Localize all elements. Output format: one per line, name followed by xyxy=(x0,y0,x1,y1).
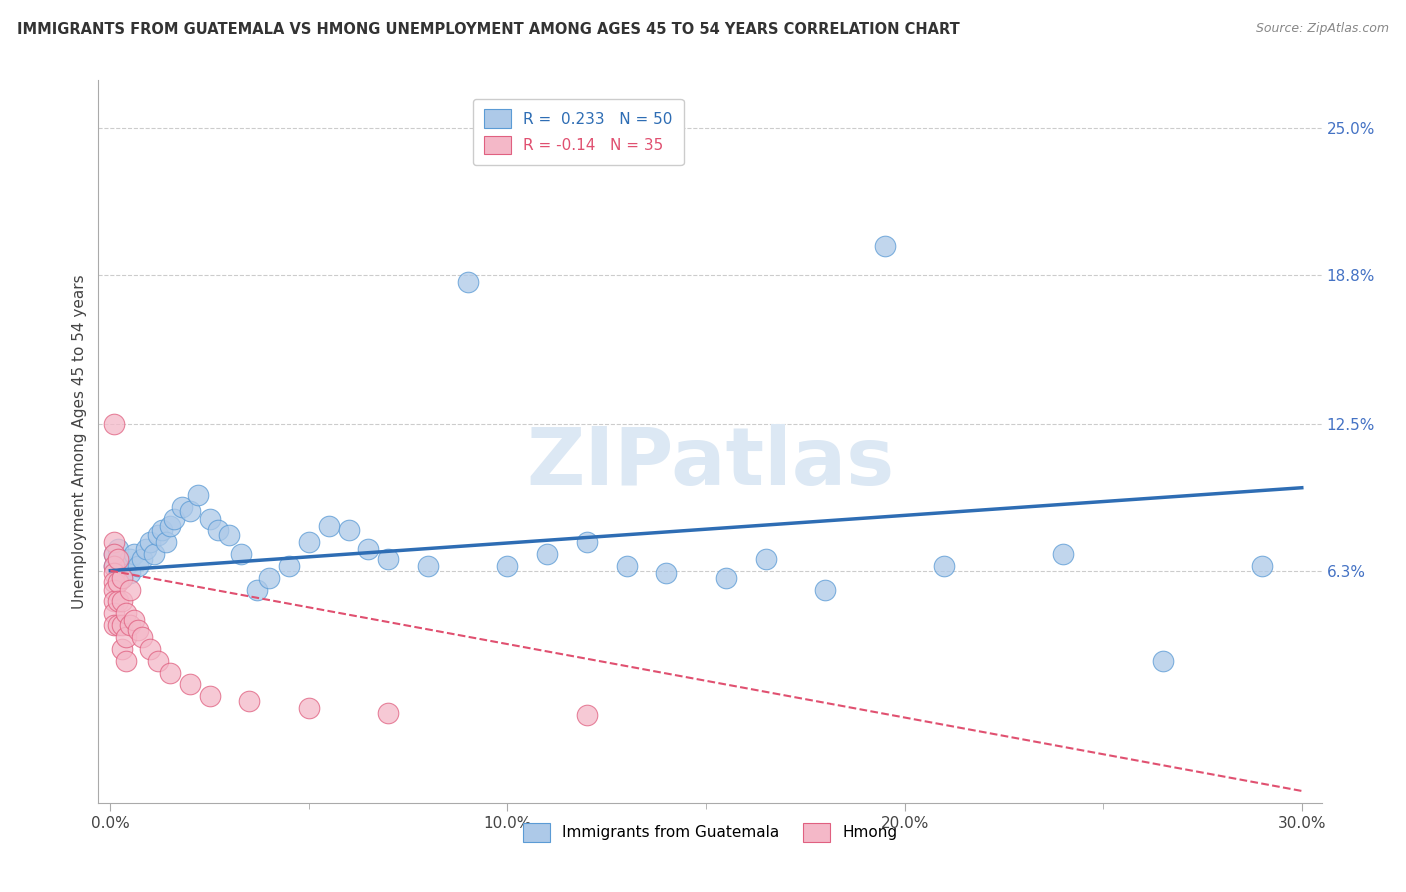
Point xyxy=(111,641,134,656)
Point xyxy=(127,558,149,573)
Point xyxy=(111,571,134,585)
Point xyxy=(107,618,129,632)
Point xyxy=(934,558,956,573)
Legend: Immigrants from Guatemala, Hmong: Immigrants from Guatemala, Hmong xyxy=(515,815,905,849)
Point xyxy=(107,542,129,557)
Point xyxy=(107,575,129,590)
Point xyxy=(111,571,134,585)
Point xyxy=(416,558,439,573)
Point xyxy=(103,417,125,431)
Point xyxy=(496,558,519,573)
Text: Source: ZipAtlas.com: Source: ZipAtlas.com xyxy=(1256,22,1389,36)
Point xyxy=(278,558,301,573)
Point xyxy=(146,654,169,668)
Point xyxy=(122,547,145,561)
Point xyxy=(714,571,737,585)
Point xyxy=(246,582,269,597)
Point xyxy=(318,518,340,533)
Point xyxy=(298,701,321,715)
Point xyxy=(103,547,125,561)
Point xyxy=(179,504,201,518)
Point xyxy=(1251,558,1274,573)
Y-axis label: Unemployment Among Ages 45 to 54 years: Unemployment Among Ages 45 to 54 years xyxy=(72,274,87,609)
Point xyxy=(143,547,166,561)
Point xyxy=(120,582,142,597)
Point xyxy=(159,665,181,680)
Point xyxy=(120,566,142,580)
Point xyxy=(357,542,380,557)
Point xyxy=(131,551,153,566)
Point xyxy=(115,607,138,621)
Point xyxy=(139,641,162,656)
Point xyxy=(111,564,134,578)
Point xyxy=(377,706,399,720)
Point xyxy=(218,528,240,542)
Point xyxy=(103,575,125,590)
Point xyxy=(120,551,142,566)
Text: IMMIGRANTS FROM GUATEMALA VS HMONG UNEMPLOYMENT AMONG AGES 45 TO 54 YEARS CORREL: IMMIGRANTS FROM GUATEMALA VS HMONG UNEMP… xyxy=(17,22,960,37)
Point xyxy=(120,618,142,632)
Point xyxy=(131,630,153,644)
Point xyxy=(159,518,181,533)
Point xyxy=(457,275,479,289)
Point xyxy=(115,654,138,668)
Point xyxy=(337,524,360,538)
Point xyxy=(115,558,138,573)
Point xyxy=(103,594,125,608)
Point xyxy=(135,542,157,557)
Point xyxy=(198,689,221,703)
Point xyxy=(238,694,260,708)
Point xyxy=(111,618,134,632)
Point xyxy=(755,551,778,566)
Point xyxy=(107,594,129,608)
Point xyxy=(103,535,125,549)
Point xyxy=(150,524,173,538)
Point xyxy=(536,547,558,561)
Point xyxy=(298,535,321,549)
Point xyxy=(575,535,598,549)
Point xyxy=(1152,654,1174,668)
Point xyxy=(139,535,162,549)
Point xyxy=(103,582,125,597)
Point xyxy=(103,618,125,632)
Point xyxy=(127,623,149,637)
Point xyxy=(115,630,138,644)
Point xyxy=(257,571,280,585)
Point xyxy=(170,500,193,514)
Point xyxy=(1052,547,1074,561)
Point xyxy=(103,566,125,580)
Point xyxy=(377,551,399,566)
Point xyxy=(207,524,229,538)
Point xyxy=(122,614,145,628)
Point xyxy=(198,511,221,525)
Point xyxy=(155,535,177,549)
Point xyxy=(111,594,134,608)
Text: ZIPatlas: ZIPatlas xyxy=(526,425,894,502)
Point xyxy=(231,547,253,561)
Point xyxy=(163,511,186,525)
Point xyxy=(103,558,125,573)
Point xyxy=(187,488,209,502)
Point xyxy=(655,566,678,580)
Point xyxy=(814,582,837,597)
Point xyxy=(575,708,598,723)
Point xyxy=(103,607,125,621)
Point xyxy=(103,558,125,573)
Point xyxy=(103,547,125,561)
Point xyxy=(179,677,201,691)
Point xyxy=(146,528,169,542)
Point xyxy=(873,239,896,253)
Point xyxy=(107,551,129,566)
Point xyxy=(107,551,129,566)
Point xyxy=(616,558,638,573)
